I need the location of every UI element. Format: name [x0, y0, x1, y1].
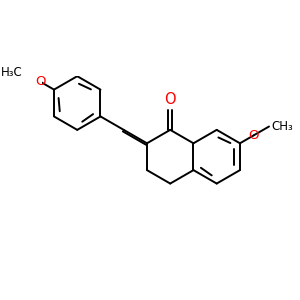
Text: O: O [249, 129, 259, 142]
Text: O: O [35, 75, 45, 88]
Text: O: O [164, 92, 176, 106]
Text: CH₃: CH₃ [271, 120, 293, 133]
Text: H₃C: H₃C [1, 66, 23, 79]
